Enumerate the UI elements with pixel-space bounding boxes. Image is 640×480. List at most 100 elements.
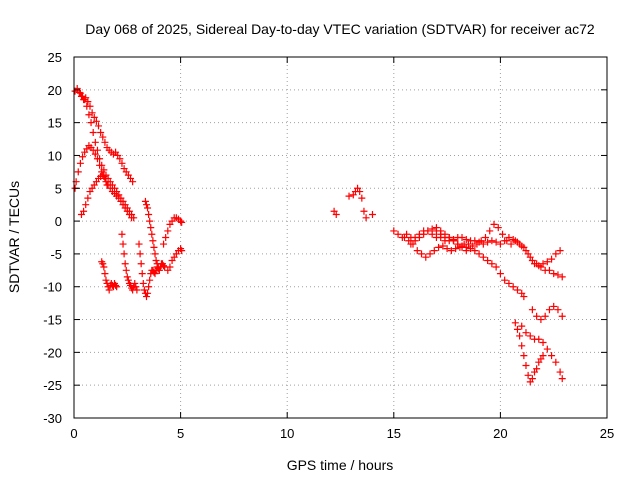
data-point (394, 230, 402, 238)
data-point (102, 276, 110, 284)
data-point (458, 234, 466, 241)
data-point (411, 237, 419, 245)
data-point (439, 242, 447, 250)
data-point (554, 306, 562, 314)
data-point (85, 111, 93, 119)
data-point (74, 168, 82, 176)
data-point (133, 286, 141, 294)
data-point (407, 240, 415, 248)
data-point (492, 263, 500, 271)
data-point (462, 235, 470, 243)
data-point (452, 245, 460, 253)
series-trace-e (118, 230, 141, 294)
data-point (548, 352, 556, 360)
data-point (443, 245, 451, 253)
series-trace-j (164, 245, 186, 274)
data-point (144, 204, 152, 212)
data-point (89, 146, 97, 154)
chart-title: Day 068 of 2025, Sidereal Day-to-day VTE… (85, 21, 595, 37)
data-point (430, 247, 438, 255)
data-point (509, 283, 517, 291)
series-trace-o (407, 224, 470, 255)
data-point (145, 283, 153, 291)
data-point (537, 263, 545, 271)
data-point (142, 293, 150, 301)
data-point (145, 211, 153, 219)
data-point (177, 217, 185, 225)
data-point (132, 283, 140, 291)
data-point (101, 138, 109, 146)
data-point (528, 306, 536, 314)
data-point (503, 237, 511, 245)
data-point (390, 227, 398, 235)
data-point (118, 159, 126, 167)
data-point (146, 217, 154, 225)
data-point (520, 352, 528, 360)
data-point (511, 319, 519, 327)
data-point (422, 253, 430, 261)
data-point (496, 240, 504, 248)
data-point (123, 273, 131, 281)
data-point (432, 224, 440, 232)
data-point (119, 240, 127, 248)
y-tick-label: -25 (43, 378, 62, 393)
data-point (121, 260, 129, 268)
data-point (418, 250, 426, 258)
data-point (447, 247, 455, 255)
data-point (148, 230, 156, 238)
data-point (141, 197, 149, 205)
data-point (97, 128, 105, 136)
data-point (558, 375, 566, 383)
data-point (558, 273, 566, 281)
data-point (136, 250, 144, 258)
data-point (118, 230, 126, 238)
grid (74, 57, 607, 418)
data-point (518, 322, 526, 330)
data-point (545, 306, 553, 314)
data-point (543, 345, 551, 353)
data-point (471, 247, 479, 255)
data-point (160, 262, 168, 270)
data-point (533, 260, 541, 268)
data-point (524, 250, 532, 258)
data-point (484, 256, 492, 264)
data-point (496, 270, 504, 278)
y-tick-label: 0 (55, 214, 62, 229)
x-tick-label: 25 (600, 426, 614, 441)
data-point (492, 238, 500, 246)
data-point (507, 240, 515, 248)
data-point (545, 266, 553, 274)
data-point (100, 263, 108, 271)
x-tick-label: 20 (493, 426, 507, 441)
data-point (554, 271, 562, 279)
y-axis-label: SDTVAR / TECUs (6, 181, 22, 293)
data-point (164, 227, 172, 235)
data-point (454, 240, 462, 248)
data-point (103, 181, 111, 189)
y-tick-label: 25 (48, 50, 62, 65)
data-point (501, 276, 509, 284)
data-point (441, 230, 449, 238)
data-point (428, 225, 436, 233)
data-point (556, 247, 564, 255)
data-point (449, 237, 457, 245)
series-trace-h (141, 197, 169, 274)
data-point (160, 240, 168, 248)
data-point (360, 207, 368, 215)
data-point (142, 201, 150, 209)
data-point (150, 243, 158, 251)
data-point (151, 270, 159, 278)
data-point (415, 234, 423, 241)
data-point (516, 332, 524, 340)
data-point (166, 263, 174, 271)
data-point (155, 266, 163, 274)
x-tick-label: 5 (177, 426, 184, 441)
data-point (488, 260, 496, 268)
data-point (146, 276, 154, 284)
data-point (484, 238, 492, 246)
data-point (140, 286, 148, 294)
data-point (83, 102, 91, 110)
series-trace-i (160, 214, 186, 248)
data-point (99, 260, 107, 268)
y-tick-label: -10 (43, 280, 62, 295)
